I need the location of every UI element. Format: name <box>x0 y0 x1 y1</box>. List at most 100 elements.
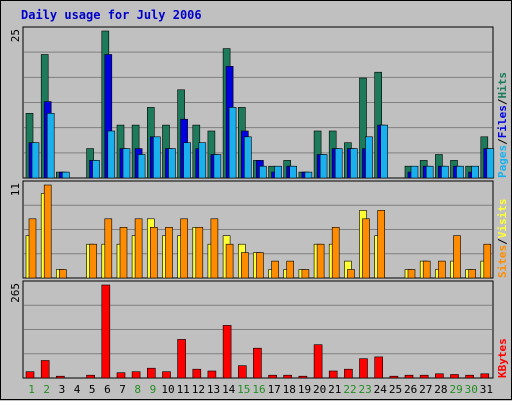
bar-pages-day-24 <box>380 124 389 179</box>
bar-sites-day-7 <box>119 227 128 279</box>
bar-kbytes-day-5 <box>86 374 95 379</box>
bar-kbytes-day-18 <box>283 374 293 379</box>
bar-sites-day-23 <box>362 218 370 279</box>
bar-sites-day-26 <box>407 269 416 279</box>
day-label-1: 1 <box>28 383 35 396</box>
bar-sites-day-19 <box>301 269 310 279</box>
bar-pages-day-21 <box>334 148 343 179</box>
legend-entry: / <box>496 238 509 245</box>
bar-pages-day-23 <box>365 136 373 179</box>
bar-pages-day-12 <box>198 142 207 179</box>
bar-pages-day-19 <box>304 171 313 179</box>
bar-kbytes-day-2 <box>40 360 50 379</box>
day-label-10: 10 <box>161 383 174 396</box>
day-label-25: 25 <box>389 383 402 396</box>
bar-sites-day-17 <box>271 260 279 279</box>
bar-pages-day-5 <box>92 160 100 179</box>
bar-sites-day-30 <box>468 269 477 279</box>
day-label-15: 15 <box>237 383 250 396</box>
bar-pages-day-10 <box>168 148 176 179</box>
bar-sites-day-10 <box>165 227 173 279</box>
day-label-29: 29 <box>449 383 462 396</box>
day-label-2: 2 <box>43 383 50 396</box>
bar-kbytes-day-7 <box>116 372 126 379</box>
panel-kbytes-max-label: 265 <box>9 283 22 303</box>
panel-hits-files-pages-legend: Pages/Files/Hits <box>496 72 509 178</box>
bar-pages-day-31 <box>486 148 495 179</box>
bar-kbytes-day-12 <box>192 368 202 379</box>
bar-kbytes-day-21 <box>328 370 338 379</box>
day-label-13: 13 <box>207 383 220 396</box>
day-label-21: 21 <box>328 383 341 396</box>
day-label-31: 31 <box>480 383 493 396</box>
bar-pages-day-27 <box>425 165 434 179</box>
day-label-6: 6 <box>104 383 111 396</box>
bar-sites-day-29 <box>453 235 461 279</box>
bar-kbytes-day-1 <box>25 371 35 379</box>
bar-kbytes-day-17 <box>268 374 277 379</box>
bar-kbytes-day-29 <box>450 374 459 379</box>
bar-pages-day-22 <box>350 148 358 179</box>
bar-sites-day-15 <box>241 252 249 279</box>
bar-pages-day-17 <box>274 165 282 179</box>
day-label-8: 8 <box>134 383 141 396</box>
bar-pages-day-9 <box>153 136 161 179</box>
day-label-30: 30 <box>465 383 478 396</box>
bar-pages-day-2 <box>46 113 55 179</box>
legend-entry: Sites <box>496 245 509 278</box>
legend-entry: Pages <box>496 145 509 178</box>
bar-sites-day-24 <box>377 210 386 279</box>
bar-kbytes-day-27 <box>419 374 429 379</box>
bar-kbytes-day-15 <box>238 365 247 379</box>
day-label-23: 23 <box>358 383 371 396</box>
bar-pages-day-15 <box>244 136 252 179</box>
day-label-27: 27 <box>419 383 432 396</box>
bar-kbytes-day-28 <box>435 373 444 379</box>
bar-kbytes-day-3 <box>55 375 65 379</box>
legend-entry: Hits <box>496 72 509 99</box>
bar-sites-day-20 <box>316 243 325 279</box>
panel-kbytes-legend: KBytes <box>496 338 509 378</box>
bar-sites-day-6 <box>104 218 113 279</box>
bar-kbytes-day-9 <box>147 367 156 379</box>
bar-kbytes-day-10 <box>162 371 171 379</box>
bar-sites-day-13 <box>210 218 219 279</box>
panel-sites-visits-legend: Sites/Visits <box>496 199 509 279</box>
legend-entry: KBytes <box>496 338 509 378</box>
day-label-9: 9 <box>150 383 157 396</box>
bar-pages-day-11 <box>183 142 191 179</box>
bar-pages-day-8 <box>137 154 146 179</box>
day-label-7: 7 <box>119 383 126 396</box>
bar-kbytes-day-30 <box>465 374 475 379</box>
bar-kbytes-day-23 <box>359 358 368 379</box>
bar-sites-day-8 <box>134 218 143 279</box>
legend-entry: / <box>496 138 509 145</box>
day-label-12: 12 <box>192 383 205 396</box>
bar-sites-day-12 <box>195 227 204 279</box>
bar-kbytes-day-6 <box>101 284 111 379</box>
bar-kbytes-day-22 <box>344 368 353 379</box>
day-label-14: 14 <box>222 383 236 396</box>
bar-sites-day-5 <box>89 243 97 279</box>
bar-sites-day-14 <box>225 243 234 279</box>
bar-kbytes-day-11 <box>177 339 186 379</box>
day-label-5: 5 <box>89 383 96 396</box>
day-label-26: 26 <box>404 383 417 396</box>
panel-hits-files-pages-max-label: 25 <box>9 29 22 42</box>
day-label-22: 22 <box>343 383 356 396</box>
day-label-20: 20 <box>313 383 326 396</box>
bar-pages-day-1 <box>31 142 40 179</box>
legend-entry: / <box>496 98 509 105</box>
panel-sites-visits-max-label: 11 <box>9 183 22 196</box>
bar-pages-day-29 <box>456 165 464 179</box>
bar-pages-day-6 <box>107 130 116 179</box>
bar-sites-day-18 <box>286 260 295 279</box>
day-label-24: 24 <box>374 383 388 396</box>
bar-kbytes-day-24 <box>374 356 384 379</box>
bar-kbytes-day-16 <box>253 347 262 379</box>
bar-kbytes-day-25 <box>389 375 399 379</box>
legend-entry: Visits <box>496 199 509 239</box>
bar-pages-day-14 <box>228 107 237 179</box>
